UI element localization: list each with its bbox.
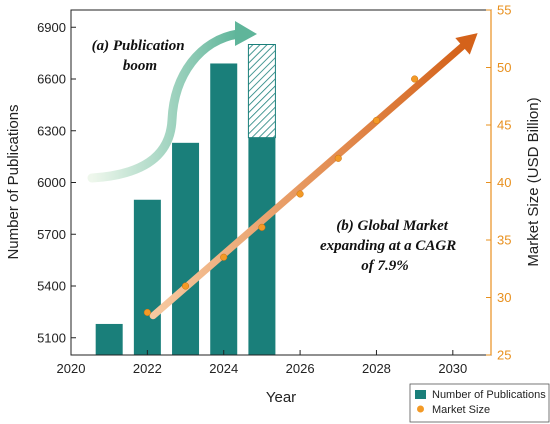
x-axis-title: Year xyxy=(266,389,296,406)
y-axis-left-title: Number of Publications xyxy=(5,104,22,259)
y-right-tick-label-50: 50 xyxy=(497,60,511,75)
y-left-tick-label-6600: 6600 xyxy=(37,72,66,87)
legend-swatch-publications xyxy=(415,390,426,399)
x-tick-label-2030: 2030 xyxy=(438,361,467,376)
annotation-global-market: (b) Global Market expanding at a CAGR of… xyxy=(320,218,460,274)
annotation-b-line-1: (b) Global Market xyxy=(336,218,448,234)
market-trend-arrow-shaft xyxy=(149,42,467,320)
market-point-2029 xyxy=(411,75,419,83)
legend: Number of Publications Market Size xyxy=(409,383,550,423)
annotation-a-line-2: boom xyxy=(123,58,157,74)
y-right-tick-label-55: 55 xyxy=(497,3,511,18)
annotation-b-line-2: expanding at a CAGR xyxy=(320,238,456,254)
publication-boom-arrow-curve xyxy=(87,29,243,183)
bar-2021 xyxy=(95,323,123,355)
x-tick-label-2026: 2026 xyxy=(286,361,315,376)
market-point-2028 xyxy=(372,116,381,124)
legend-box xyxy=(409,383,550,423)
market-point-2027 xyxy=(334,154,342,162)
x-tick-label-2024: 2024 xyxy=(209,361,238,376)
y-right-tick-label-25: 25 xyxy=(497,348,511,363)
legend-label-publications: Number of Publications xyxy=(432,389,546,401)
y-left-tick-label-5400: 5400 xyxy=(37,279,66,294)
annotation-publication-boom: (a) Publication boom xyxy=(92,38,189,74)
annotation-b-line-3: of 7.9% xyxy=(361,258,409,274)
y-left-tick-label-5700: 5700 xyxy=(37,227,66,242)
y-left-tick-label-6300: 6300 xyxy=(37,123,66,138)
x-tick-label-2022: 2022 xyxy=(133,361,162,376)
publication-boom-arrow-head xyxy=(235,21,257,46)
market-trend-arrow-head xyxy=(455,33,478,55)
market-point-2025 xyxy=(258,223,266,231)
y-left-tick-label-6900: 6900 xyxy=(37,20,66,35)
y-right-tick-label-30: 30 xyxy=(497,290,511,305)
y-right-tick-label-40: 40 xyxy=(497,175,511,190)
y-left-tick-label-5100: 5100 xyxy=(37,330,66,345)
bar-2023 xyxy=(172,142,200,355)
legend-swatch-market-size xyxy=(417,405,424,413)
bar-2024 xyxy=(210,63,238,355)
y-right-tick-label-45: 45 xyxy=(497,118,511,133)
market-point-2022 xyxy=(143,308,151,317)
y-axis-right-title: Market Size (USD Billion) xyxy=(525,97,542,266)
y-right-tick-label-35: 35 xyxy=(497,233,511,248)
market-point-2026 xyxy=(296,190,304,198)
x-tick-label-2020: 2020 xyxy=(57,361,86,376)
bar-2025 xyxy=(248,137,276,355)
bar-2022 xyxy=(133,199,161,355)
x-tick-label-2028: 2028 xyxy=(362,361,391,376)
bar-projected-2025 xyxy=(247,44,276,139)
annotation-a-line-1: (a) Publication xyxy=(92,38,185,54)
market-point-2023 xyxy=(181,282,190,290)
y-left-tick-label-6000: 6000 xyxy=(37,175,66,190)
market-point-2024 xyxy=(220,253,228,261)
legend-label-market-size: Market Size xyxy=(432,404,490,416)
